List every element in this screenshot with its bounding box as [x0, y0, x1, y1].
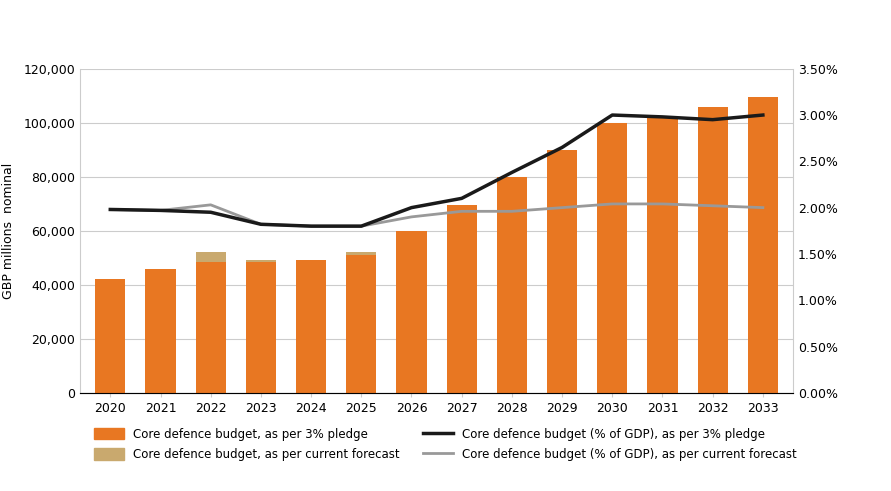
Bar	[296, 261, 326, 393]
Bar	[698, 107, 728, 393]
Y-axis label: GBP millions  nominal: GBP millions nominal	[2, 163, 15, 299]
Bar	[547, 150, 577, 393]
Bar	[497, 228, 527, 393]
Legend: Core defence budget, as per 3% pledge, Core defence budget, as per current forec: Core defence budget, as per 3% pledge, C…	[94, 428, 797, 461]
Bar	[95, 279, 126, 393]
Bar	[347, 252, 376, 393]
Bar	[748, 189, 778, 393]
Bar	[597, 123, 627, 393]
Bar	[145, 269, 176, 393]
Bar	[246, 261, 276, 393]
Bar	[196, 252, 225, 393]
Bar	[497, 177, 527, 393]
Bar	[648, 204, 677, 393]
Bar	[145, 269, 176, 393]
Bar	[648, 117, 677, 393]
Bar	[446, 205, 477, 393]
Bar	[347, 255, 376, 393]
Bar	[296, 261, 326, 393]
Bar	[597, 207, 627, 393]
Bar	[95, 279, 126, 393]
Text: UK core defence spending, 2020-2033: UK core defence spending, 2020-2033	[9, 25, 336, 40]
Bar	[396, 231, 427, 393]
Bar	[246, 262, 276, 393]
Bar	[446, 238, 477, 393]
Bar	[698, 198, 728, 393]
Bar	[748, 97, 778, 393]
Bar	[547, 217, 577, 393]
Bar	[196, 262, 225, 393]
Bar	[396, 246, 427, 393]
